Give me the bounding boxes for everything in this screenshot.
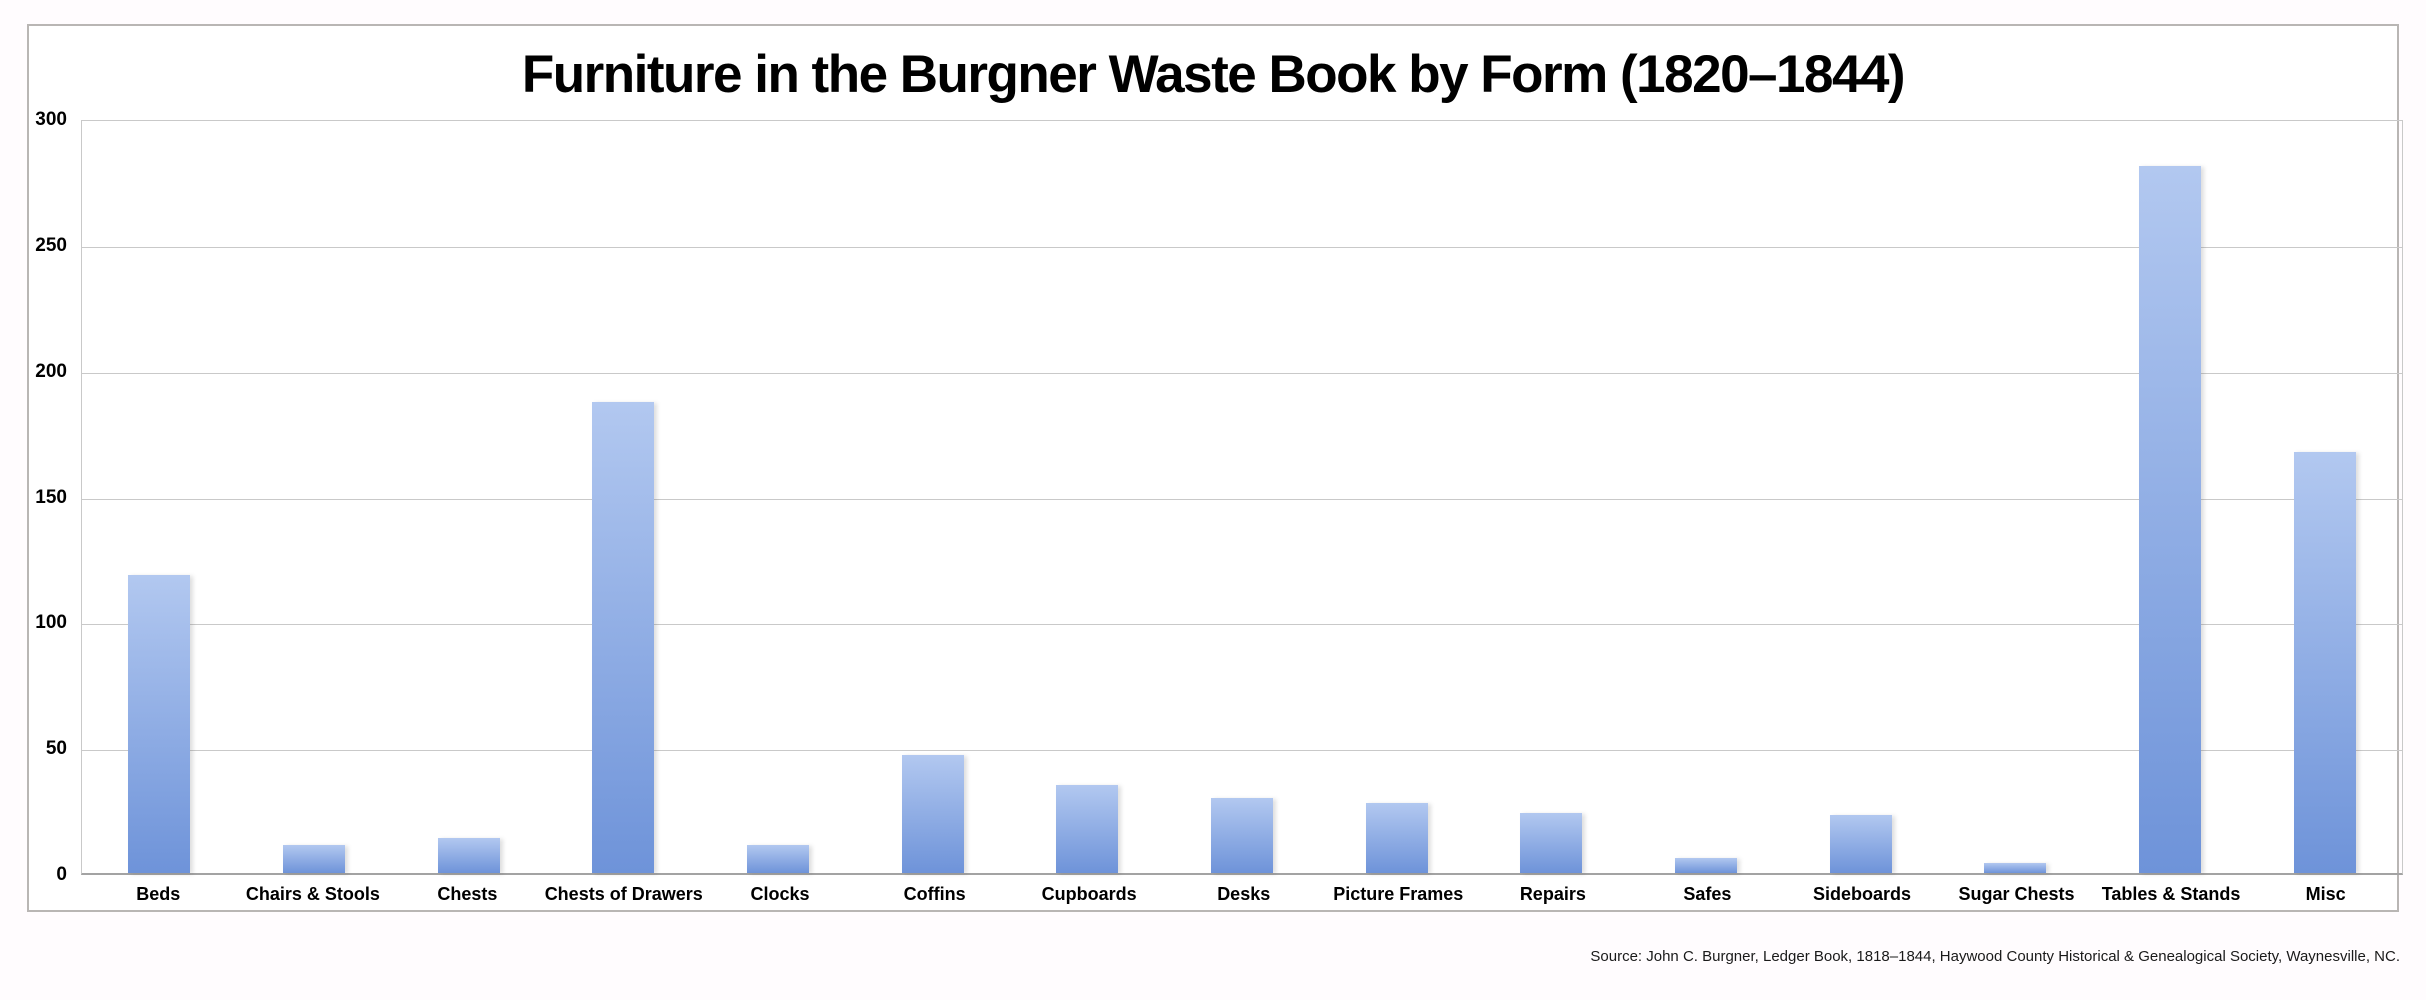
y-tick-label-200: 200 — [35, 360, 67, 382]
bar-coffins — [901, 755, 964, 873]
x-category-label-misc: Misc — [2305, 884, 2346, 904]
x-category-label-sugar-chests: Sugar Chests — [1958, 884, 2075, 904]
bar-slot-5 — [855, 121, 1010, 873]
bar-slot-3 — [546, 121, 701, 873]
y-tick-label-50: 50 — [45, 738, 67, 760]
bar-chests — [437, 837, 500, 873]
bar-chairs-stools — [283, 845, 345, 873]
plot-area — [81, 120, 2403, 875]
chart-frame: Furniture in the Burgner Waste Book by F… — [27, 24, 2403, 912]
bar-slot-4 — [701, 121, 856, 873]
x-category-label-picture-frames: Picture Frames — [1333, 884, 1464, 904]
x-category-label-tables-stands: Tables & Stands — [2101, 884, 2241, 904]
bar-misc — [2293, 451, 2356, 873]
bar-slot-13 — [2093, 121, 2248, 873]
bar-slot-10 — [1629, 121, 1784, 873]
y-axis-tick-labels: 0 50 100 150 200 250 300 — [29, 109, 75, 885]
bar-slot-11 — [1783, 121, 1938, 873]
chart-title: Furniture in the Burgner Waste Book by F… — [521, 45, 1906, 104]
bar-repairs — [1520, 812, 1583, 873]
x-category-label-cupboards: Cupboards — [1041, 884, 1137, 904]
bar-clocks — [747, 845, 810, 873]
bar-picture-frames — [1365, 802, 1428, 873]
y-tick-label-250: 250 — [35, 234, 67, 256]
x-category-label-chests-of-drawers: Chests of Drawers — [544, 884, 703, 904]
bar-chests-of-drawers — [592, 401, 655, 873]
bar-slot-6 — [1010, 121, 1165, 873]
bar-slot-7 — [1165, 121, 1320, 873]
bar-slot-14 — [2247, 121, 2402, 873]
gridline-y-150 — [82, 498, 2402, 500]
gridline-y-250 — [82, 246, 2402, 248]
x-category-label-clocks: Clocks — [750, 884, 810, 904]
gridline-y-50 — [82, 750, 2402, 752]
bars-row — [82, 121, 2402, 873]
bar-beds — [128, 574, 191, 873]
gridline-y-200 — [82, 372, 2402, 374]
bar-desks — [1211, 797, 1274, 873]
bar-slot-2 — [391, 121, 546, 873]
source-note: Source: John C. Burgner, Ledger Book, 18… — [1590, 948, 2400, 965]
bar-cupboards — [1056, 785, 1119, 873]
bar-sideboards — [1829, 815, 1892, 873]
x-category-label-repairs: Repairs — [1519, 884, 1586, 904]
bar-tables-stands — [2139, 166, 2202, 873]
y-tick-label-0: 0 — [56, 864, 67, 885]
bar-slot-0 — [82, 121, 237, 873]
bar-sugar-chests — [1984, 862, 2047, 873]
x-category-label-safes: Safes — [1683, 884, 1732, 904]
gridline-y-100 — [82, 624, 2402, 626]
bar-slot-1 — [237, 121, 392, 873]
x-category-label-desks: Desks — [1217, 884, 1271, 904]
y-tick-label-150: 150 — [35, 486, 67, 508]
x-category-label-coffins: Coffins — [903, 884, 966, 904]
x-category-label-sideboards: Sideboards — [1812, 884, 1911, 904]
x-axis-category-labels: Beds Chairs & Stools Chests Chests of Drawe… — [81, 875, 2403, 905]
x-category-label-chests: Chests — [437, 884, 498, 904]
bar-slot-12 — [1938, 121, 2093, 873]
y-tick-label-300: 300 — [35, 109, 67, 130]
y-tick-label-100: 100 — [35, 612, 67, 634]
x-category-label-chairs-stools: Chairs & Stools — [245, 884, 380, 904]
bar-slot-9 — [1474, 121, 1629, 873]
bar-slot-8 — [1319, 121, 1474, 873]
bar-safes — [1675, 857, 1738, 873]
x-category-label-beds: Beds — [136, 884, 181, 904]
